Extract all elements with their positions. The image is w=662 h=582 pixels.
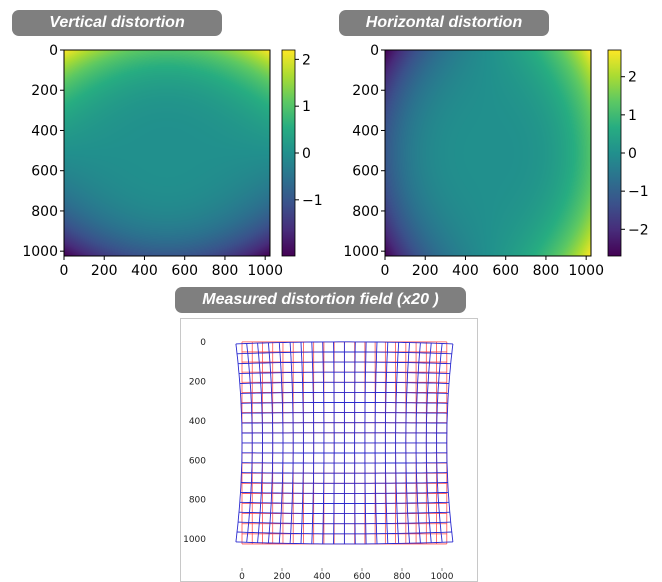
field-x-tick-label: 200 bbox=[273, 572, 290, 582]
vertical-x-tick-label: 1000 bbox=[247, 263, 283, 279]
vertical-y-tick-label: 400 bbox=[31, 123, 58, 139]
horizontal-plot-border bbox=[384, 49, 592, 257]
field-x-tick-label: 800 bbox=[393, 572, 410, 582]
field-x-tick-label: 400 bbox=[313, 572, 330, 582]
field-y-tick-label: 0 bbox=[200, 338, 206, 348]
vertical-x-tick-label: 800 bbox=[212, 263, 239, 279]
horizontal-x-tick-label: 800 bbox=[533, 263, 560, 279]
distorted-grid-line bbox=[395, 342, 400, 544]
horizontal-x-tick-label: 600 bbox=[492, 263, 519, 279]
field-x-tick-label: 1000 bbox=[431, 572, 454, 582]
distorted-grid-line bbox=[446, 343, 454, 542]
vertical-colorbar-tick-label: 1 bbox=[302, 99, 311, 115]
vertical-colorbar-tick-label: 0 bbox=[302, 146, 311, 162]
horizontal-distortion-heatmap bbox=[385, 50, 591, 256]
distorted-grid-line bbox=[238, 521, 451, 525]
field-y-tick-label: 800 bbox=[189, 496, 206, 506]
vertical-colorbar-tick-label: −1 bbox=[302, 193, 323, 209]
distorted-grid-line bbox=[415, 342, 421, 544]
vertical-x-tick-label: 0 bbox=[60, 263, 69, 279]
distorted-grid-line bbox=[405, 342, 410, 544]
distorted-grid-line bbox=[241, 472, 448, 474]
vertical-distortion-heatmap bbox=[64, 50, 270, 256]
vertical-y-tick-label: 1000 bbox=[22, 244, 58, 260]
vertical-y-tick-label: 600 bbox=[31, 164, 58, 180]
field-y-tick-label: 600 bbox=[189, 456, 206, 466]
horizontal-y-tick-label: 400 bbox=[352, 123, 379, 139]
horizontal-x-tick-label: 200 bbox=[412, 263, 439, 279]
horizontal-x-tick-label: 1000 bbox=[568, 263, 604, 279]
vertical-y-tick-label: 800 bbox=[31, 204, 58, 220]
distorted-grid-line bbox=[235, 541, 453, 545]
vertical-distortion-title: Vertical distortion bbox=[12, 10, 222, 36]
field-y-tick-label: 1000 bbox=[183, 535, 206, 545]
horizontal-x-tick-label: 0 bbox=[381, 263, 390, 279]
field-y-tick-label: 400 bbox=[189, 417, 206, 427]
distorted-grid-line bbox=[436, 343, 443, 543]
field-x-tick-label: 600 bbox=[353, 572, 370, 582]
vertical-plot-border bbox=[63, 49, 271, 257]
horizontal-colorbar-tick-label: −2 bbox=[628, 222, 649, 238]
distorted-grid-line bbox=[364, 341, 367, 544]
horizontal-distortion-title: Horizontal distortion bbox=[339, 10, 549, 36]
field-y-tick-label: 200 bbox=[189, 377, 206, 387]
horizontal-colorbar-tick-label: 2 bbox=[628, 70, 637, 86]
horizontal-y-tick-label: 800 bbox=[352, 204, 379, 220]
horizontal-colorbar-tick-label: −1 bbox=[628, 184, 649, 200]
distorted-grid-line bbox=[354, 341, 356, 544]
vertical-y-tick-label: 200 bbox=[31, 83, 58, 99]
horizontal-x-tick-label: 400 bbox=[452, 263, 479, 279]
horizontal-y-tick-label: 200 bbox=[352, 83, 379, 99]
distortion-field-title: Measured distortion field (x20 ) bbox=[175, 287, 466, 313]
distorted-grid-line bbox=[240, 482, 448, 484]
vertical-x-tick-label: 400 bbox=[131, 263, 158, 279]
horizontal-colorbar-tick-label: 1 bbox=[628, 108, 637, 124]
distorted-grid-line bbox=[239, 501, 450, 504]
vertical-x-tick-label: 200 bbox=[91, 263, 118, 279]
vertical-x-tick-label: 600 bbox=[171, 263, 198, 279]
horizontal-colorbar-tick-label: 0 bbox=[628, 146, 637, 162]
distorted-grid-line bbox=[425, 343, 432, 543]
vertical-colorbar-tick-label: 2 bbox=[302, 52, 311, 68]
horizontal-y-tick-label: 0 bbox=[370, 43, 379, 59]
horizontal-y-tick-label: 1000 bbox=[343, 244, 379, 260]
distorted-grid-line bbox=[236, 531, 452, 535]
distorted-grid-line bbox=[238, 511, 450, 515]
distorted-grid-line bbox=[374, 341, 378, 544]
vertical-y-tick-label: 0 bbox=[49, 43, 58, 59]
distorted-grid-line bbox=[384, 342, 389, 544]
distorted-grid-line bbox=[240, 491, 449, 494]
field-x-tick-label: 0 bbox=[239, 572, 245, 582]
horizontal-y-tick-label: 600 bbox=[352, 164, 379, 180]
